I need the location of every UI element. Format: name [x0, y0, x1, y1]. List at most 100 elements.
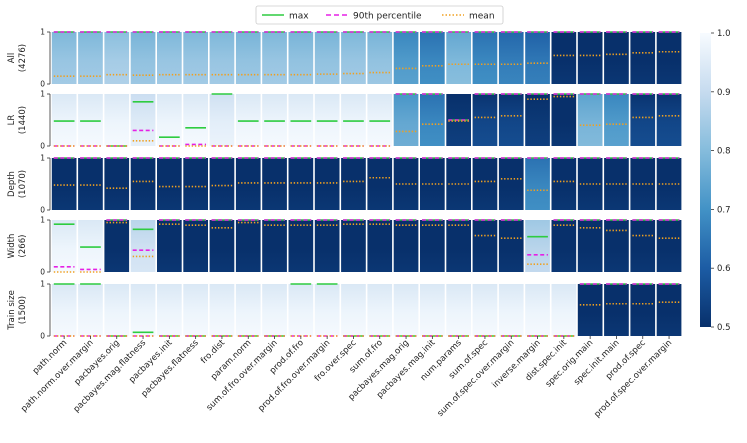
heat-cell: [209, 284, 235, 336]
heat-cell: [551, 220, 577, 272]
heat-cell: [104, 284, 130, 336]
heat-cell: [630, 32, 656, 84]
heat-cell: [209, 220, 235, 272]
y-tick-label: 1: [40, 28, 45, 37]
heat-cell: [314, 94, 340, 146]
row-count: (4276): [18, 44, 28, 72]
heat-cell: [525, 284, 550, 336]
row-2: 0 1 Depth (1070): [7, 154, 682, 215]
heat-cell: [183, 220, 208, 272]
row-label: LR: [7, 115, 17, 126]
row-count: (1070): [18, 170, 28, 198]
heat-cell: [656, 284, 682, 336]
heat-cell: [130, 94, 156, 146]
heat-cell: [604, 220, 629, 272]
heat-cell: [367, 220, 393, 272]
heat-cell: [472, 220, 498, 272]
row-4: 0 1 Train size (1500): [7, 280, 682, 341]
heat-cell: [130, 284, 156, 336]
heat-cell: [157, 32, 182, 84]
heat-cell: [498, 94, 524, 146]
heat-cell: [51, 284, 77, 336]
colorbar-gradient: [700, 33, 711, 327]
heat-cell: [157, 220, 182, 272]
heat-cell: [498, 158, 524, 210]
row-3: 0 1 Width (266): [7, 216, 682, 277]
heat-cell: [446, 32, 471, 84]
heat-cell: [604, 94, 629, 146]
heat-cell: [262, 32, 287, 84]
heat-cell: [235, 158, 261, 210]
heat-cell: [262, 284, 287, 336]
heat-cell: [288, 158, 314, 210]
colorbar-tick-label: 0.9: [717, 88, 731, 98]
row-label: Width: [7, 234, 17, 259]
heat-cell: [262, 94, 287, 146]
heat-cell: [104, 220, 130, 272]
heat-cell: [472, 94, 498, 146]
heat-cell: [551, 32, 577, 84]
heat-cell: [262, 220, 287, 272]
y-tick-label: 0: [40, 206, 45, 215]
heat-cell: [393, 220, 419, 272]
heat-cell: [78, 32, 103, 84]
heat-cell: [656, 220, 682, 272]
heat-cell: [183, 94, 208, 146]
heat-cell: [51, 158, 77, 210]
heat-cell: [577, 32, 603, 84]
heat-cell: [630, 94, 656, 146]
heat-cell: [78, 284, 103, 336]
heat-cell: [130, 32, 156, 84]
heat-cell: [446, 220, 471, 272]
heat-cell: [130, 220, 156, 272]
heat-cell: [235, 94, 261, 146]
heat-cell: [630, 284, 656, 336]
heat-cell: [51, 32, 77, 84]
colorbar: 0.5 0.6 0.7 0.8 0.9 1.0: [700, 29, 731, 333]
legend-p90-label: 90th percentile: [353, 12, 422, 22]
heat-cell: [183, 32, 208, 84]
heat-cell: [78, 94, 103, 146]
heat-cell: [525, 158, 550, 210]
y-tick-label: 1: [40, 90, 45, 99]
heat-cell: [314, 220, 340, 272]
heat-cell: [577, 284, 603, 336]
row-count: (1500): [18, 296, 28, 324]
colorbar-tick-label: 0.5: [717, 323, 731, 333]
heat-cell: [341, 158, 366, 210]
row-count: (266): [18, 235, 28, 258]
heat-cell: [577, 220, 603, 272]
heat-cell: [235, 32, 261, 84]
heat-cell: [157, 94, 182, 146]
heat-cell: [235, 284, 261, 336]
heat-cell: [104, 158, 130, 210]
legend-box: [255, 5, 504, 25]
heat-cell: [341, 32, 366, 84]
x-axis-labels: path.normpath.norm.over.marginpacbayes.o…: [19, 336, 674, 420]
heat-cell: [78, 220, 103, 272]
heat-cell: [341, 284, 366, 336]
heat-cell: [393, 32, 419, 84]
heat-cell: [420, 94, 445, 146]
heat-cell: [51, 94, 77, 146]
heat-cell: [288, 220, 314, 272]
heat-cell: [498, 284, 524, 336]
heat-cell: [314, 284, 340, 336]
heat-cell: [157, 158, 182, 210]
heat-cell: [420, 32, 445, 84]
heat-cell: [420, 220, 445, 272]
heat-cell: [314, 158, 340, 210]
heat-cell: [551, 158, 577, 210]
heat-cell: [314, 32, 340, 84]
heat-cell: [183, 284, 208, 336]
heat-cell: [367, 284, 393, 336]
heat-cell: [209, 158, 235, 210]
heat-cell: [51, 220, 77, 272]
heat-cell: [288, 284, 314, 336]
heat-cell: [498, 32, 524, 84]
heat-cell: [656, 94, 682, 146]
heat-cell: [472, 158, 498, 210]
heat-cell: [525, 94, 550, 146]
